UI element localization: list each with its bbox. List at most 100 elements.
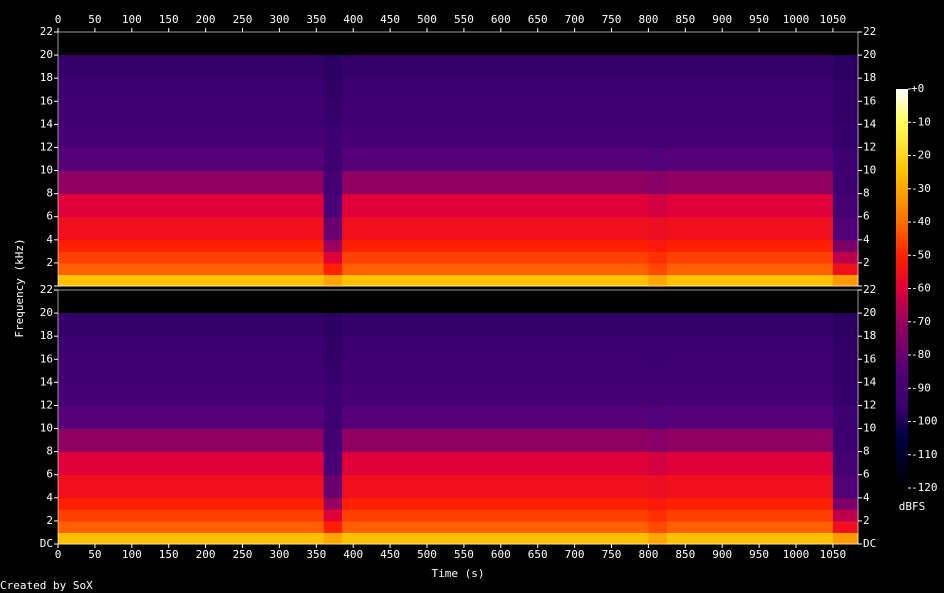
cell	[666, 359, 834, 383]
x-tick-label: 950	[749, 13, 769, 26]
x-tick-label: 450	[380, 13, 400, 26]
cell	[342, 239, 649, 252]
x-tick-label: 300	[269, 548, 289, 561]
cell	[323, 193, 343, 218]
cell	[323, 101, 343, 125]
cell	[648, 101, 668, 125]
cell	[342, 216, 649, 241]
y-tick-label: 18	[40, 71, 53, 84]
x-tick-label: 750	[602, 548, 622, 561]
cell	[342, 193, 649, 218]
colorbar-tick-label: -20	[911, 149, 931, 162]
x-tick-label: 900	[712, 548, 732, 561]
cell	[648, 170, 668, 195]
cell	[648, 509, 668, 522]
y-tick-label: 4	[863, 233, 870, 246]
colorbar-tick-label: -100	[911, 415, 938, 428]
x-tick-label: 50	[88, 13, 101, 26]
cell	[323, 216, 343, 241]
y-tick-label: 6	[46, 468, 53, 481]
y-tick-label: 2	[863, 256, 870, 269]
x-tick-label: 950	[749, 548, 769, 561]
cell	[648, 336, 668, 360]
cell	[342, 313, 649, 337]
cell	[666, 170, 834, 195]
x-tick-label: 850	[675, 13, 695, 26]
y-tick-label: 18	[40, 329, 53, 342]
y-tick-label: 22	[40, 25, 53, 38]
y-tick-label: 14	[863, 117, 877, 130]
cell	[323, 474, 343, 499]
y-tick-label: 14	[40, 375, 54, 388]
cell	[832, 216, 859, 241]
y-tick-label: 12	[40, 398, 53, 411]
cell	[323, 451, 343, 476]
cell	[342, 520, 649, 533]
cell	[832, 239, 859, 252]
cell	[323, 497, 343, 510]
cell	[323, 336, 343, 360]
cell	[648, 78, 668, 102]
cell	[666, 216, 834, 241]
x-tick-label: 800	[638, 548, 658, 561]
y-tick-label: 10	[863, 164, 876, 177]
cell	[832, 313, 859, 337]
colorbar-tick-label: -10	[911, 115, 931, 128]
colorbar-tick-label: -120	[911, 481, 938, 494]
cell	[648, 147, 668, 172]
colorbar-tick-label: -50	[911, 248, 931, 261]
cell	[832, 55, 859, 79]
y-tick-label: 18	[863, 71, 876, 84]
cell	[648, 451, 668, 476]
cell	[342, 509, 649, 522]
y-tick-label: 4	[46, 491, 53, 504]
cell	[342, 55, 649, 79]
x-tick-label: 500	[417, 548, 437, 561]
cell	[342, 251, 649, 264]
cell	[58, 474, 325, 499]
x-tick-label: 350	[306, 548, 326, 561]
y-tick-label: 8	[863, 445, 870, 458]
x-tick-label: 100	[122, 13, 142, 26]
x-tick-label: 550	[454, 548, 474, 561]
colorbar-tick-label: -110	[911, 448, 938, 461]
colorbar-tick-label: -60	[911, 282, 931, 295]
x-tick-label: 900	[712, 13, 732, 26]
cell	[342, 78, 649, 102]
cell	[323, 251, 343, 264]
colorbar-tick-label: +0	[911, 82, 924, 95]
cell	[666, 239, 834, 252]
colorbar-tick-label: -70	[911, 315, 931, 328]
x-tick-label: 750	[602, 13, 622, 26]
y-tick-label: 6	[863, 210, 870, 223]
y-tick-label: 14	[40, 117, 54, 130]
cell	[666, 336, 834, 360]
cell	[342, 170, 649, 195]
cell	[58, 101, 325, 125]
cell	[648, 313, 668, 337]
cell	[666, 193, 834, 218]
x-tick-label: 0	[55, 548, 62, 561]
x-tick-label: 50	[88, 548, 101, 561]
x-tick-label: 1000	[783, 13, 810, 26]
cell	[648, 193, 668, 218]
cell	[323, 274, 343, 287]
cell	[648, 532, 668, 545]
cell	[323, 78, 343, 102]
cell	[58, 451, 325, 476]
cell	[648, 262, 668, 275]
cell	[832, 78, 859, 102]
y-tick-label: 10	[40, 422, 53, 435]
x-tick-label: 800	[638, 13, 658, 26]
cell	[58, 262, 325, 275]
y-axis-label: Frequency (kHz)	[13, 238, 26, 337]
y-tick-label: 4	[46, 233, 53, 246]
cell	[58, 532, 325, 545]
cell	[323, 359, 343, 383]
cell	[342, 101, 649, 125]
y-tick-label: 20	[863, 306, 876, 319]
y-tick-label: 22	[863, 283, 876, 296]
y-tick-label: 2	[863, 514, 870, 527]
cell	[666, 251, 834, 264]
